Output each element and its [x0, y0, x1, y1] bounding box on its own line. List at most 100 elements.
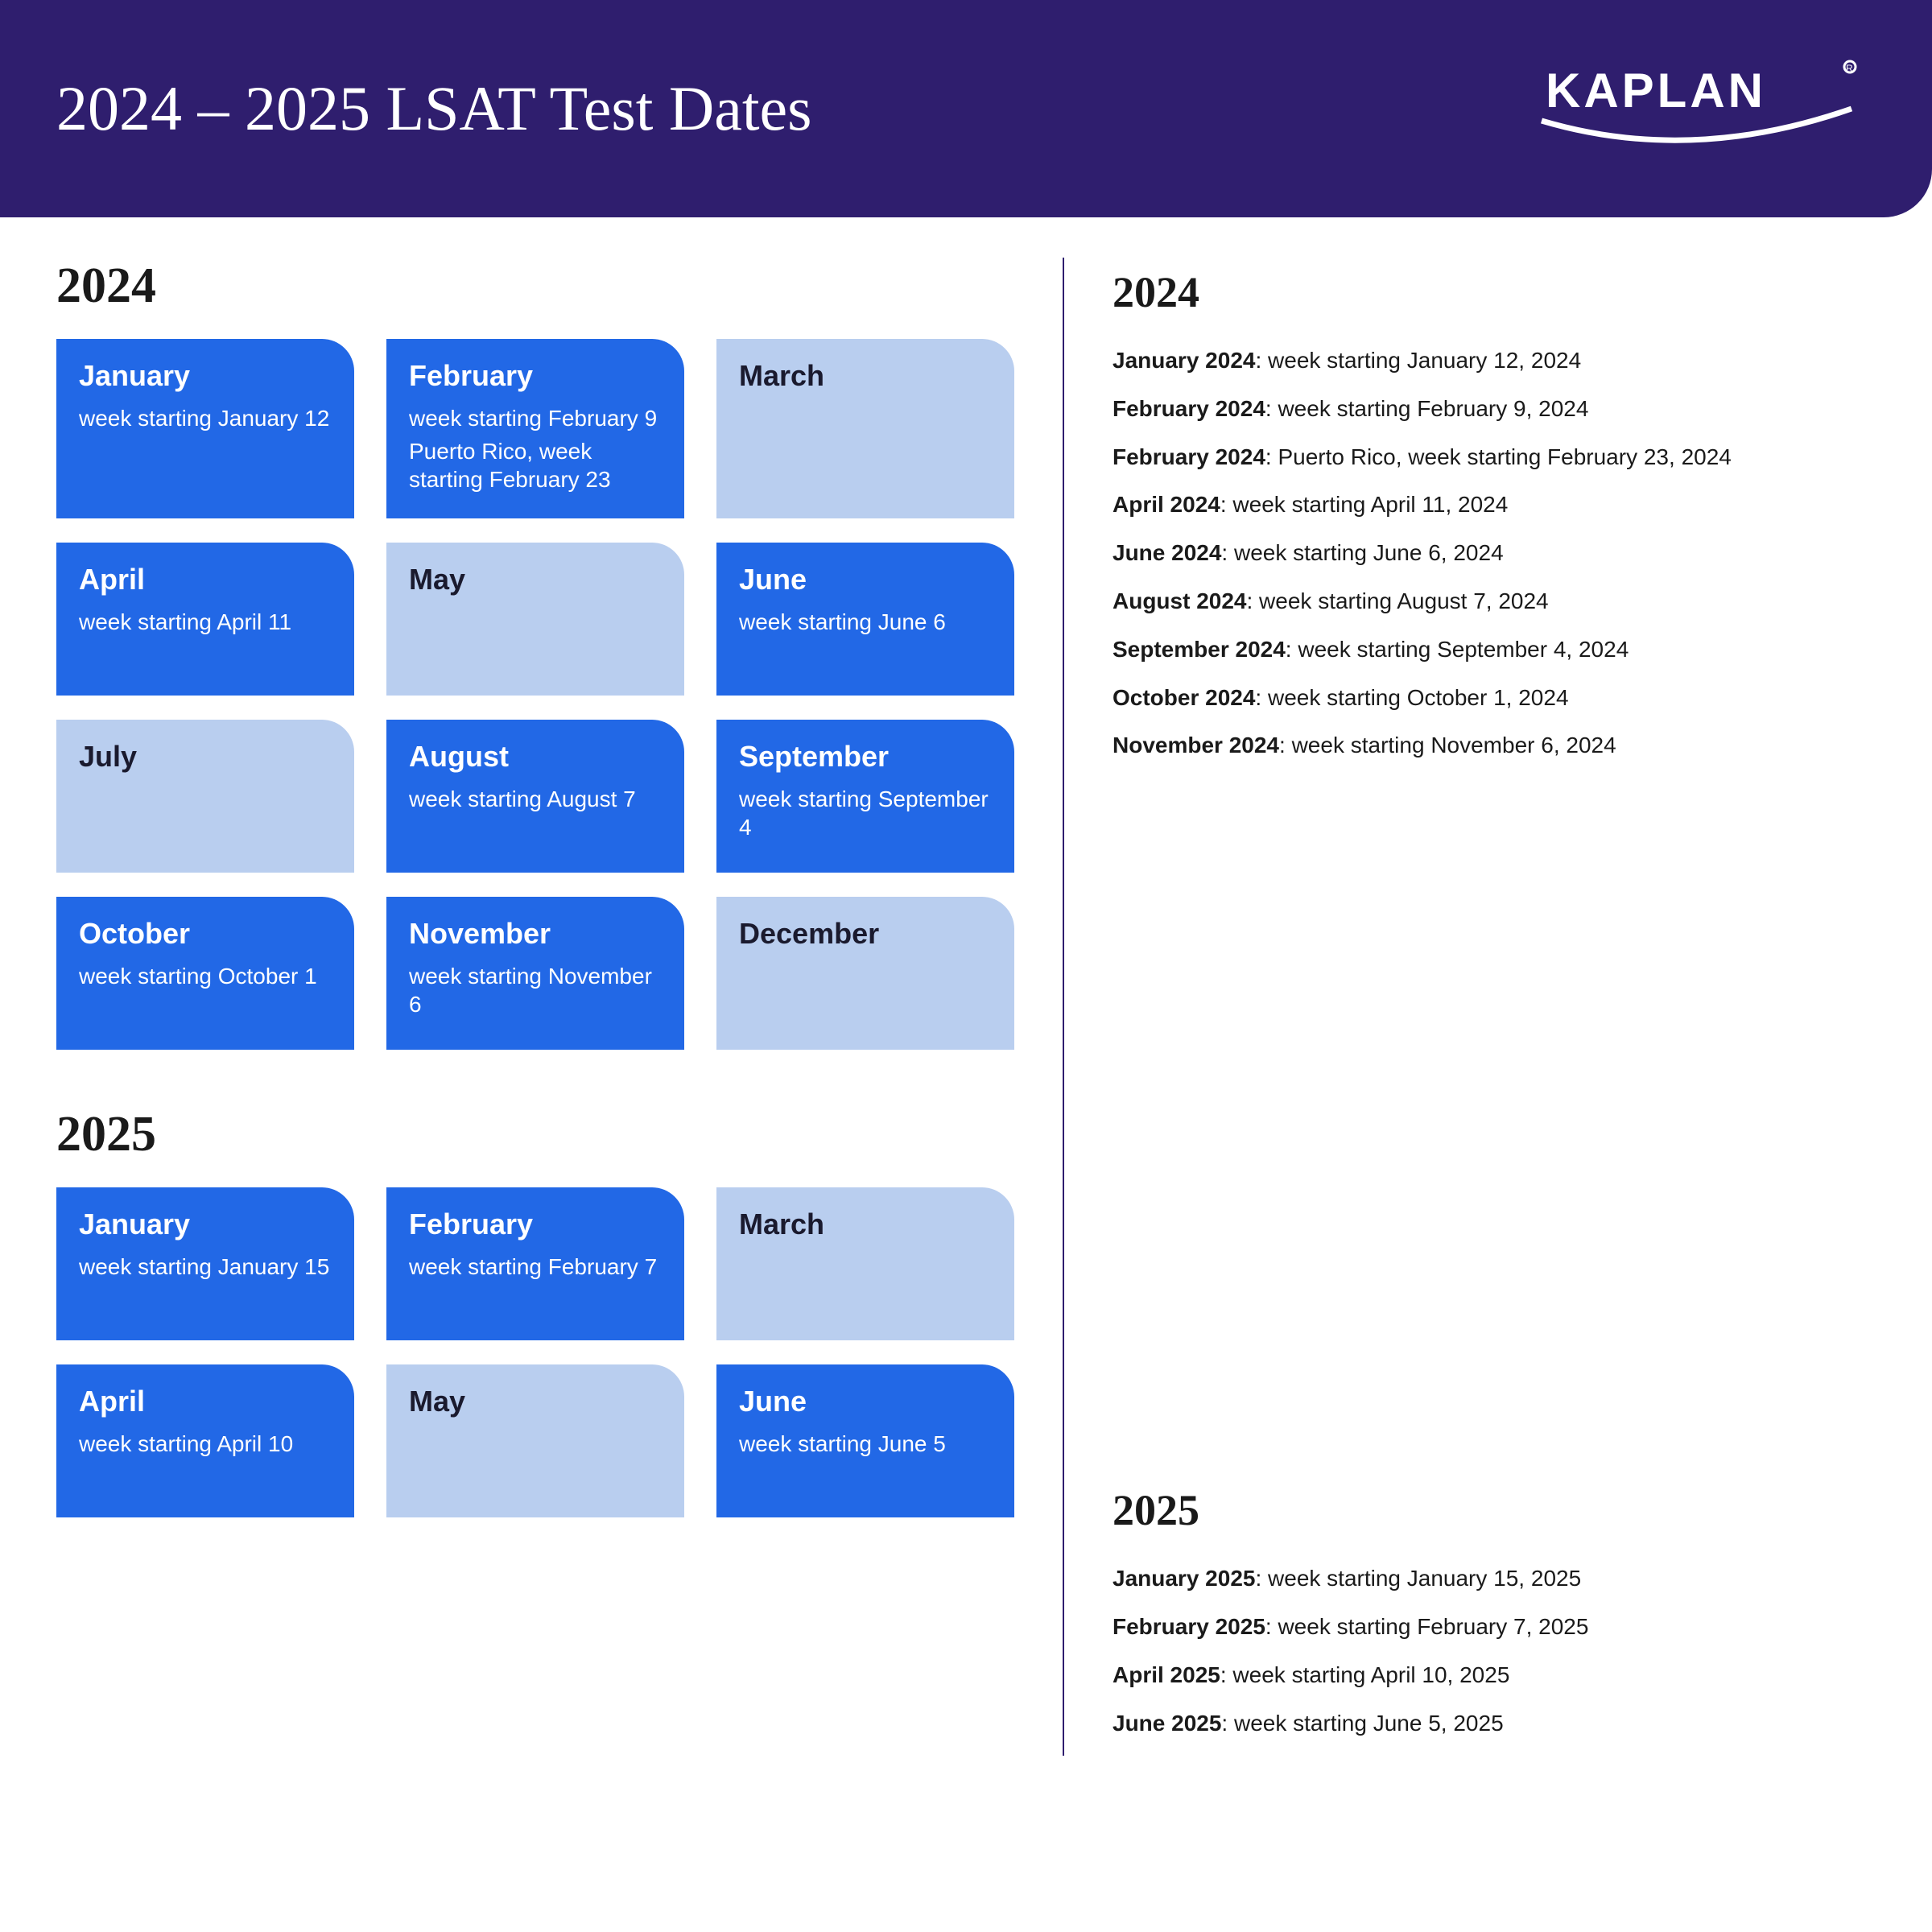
month-card: February week starting February 9 Puerto R… [386, 339, 684, 518]
list-heading-2025: 2025 [1113, 1485, 1876, 1535]
list-item-lead: August 2024 [1113, 588, 1247, 613]
month-label: May [409, 1385, 662, 1418]
month-label: April [79, 1385, 332, 1418]
month-card: June week starting June 5 [716, 1364, 1014, 1517]
month-detail: week starting October 1 [79, 962, 332, 990]
month-label: January [79, 359, 332, 393]
list-item-rest: : week starting September 4, 2024 [1286, 637, 1629, 662]
month-label: June [739, 563, 992, 597]
list-item-lead: September 2024 [1113, 637, 1286, 662]
month-label: March [739, 359, 992, 393]
month-card: August week starting August 7 [386, 720, 684, 873]
month-card: January week starting January 12 [56, 339, 354, 518]
month-label: May [409, 563, 662, 597]
date-list-2025: January 2025: week starting January 15, … [1113, 1563, 1876, 1738]
month-label: January [79, 1208, 332, 1241]
month-detail: week starting April 11 [79, 608, 332, 636]
list-item: February 2024: week starting February 9,… [1113, 394, 1876, 424]
month-card: May [386, 1364, 684, 1517]
month-card: Octoberweek starting October 1 [56, 897, 354, 1050]
list-item-lead: October 2024 [1113, 685, 1255, 710]
month-label: July [79, 740, 332, 774]
list-item-lead: June 2025 [1113, 1711, 1221, 1736]
list-item-lead: February 2024 [1113, 444, 1265, 469]
month-label: September [739, 740, 992, 774]
list-column: 2024 January 2024: week starting January… [1063, 258, 1876, 1756]
month-label: February [409, 359, 662, 393]
calendar-column: 2024 January week starting January 12 Febr… [56, 258, 1063, 1756]
month-detail: week starting June 6 [739, 608, 992, 636]
list-item: August 2024: week starting August 7, 202… [1113, 586, 1876, 617]
month-card: May [386, 543, 684, 696]
month-detail: Puerto Rico, week starting February 23 [409, 437, 662, 493]
list-item-rest: : week starting February 7, 2025 [1265, 1614, 1589, 1639]
month-label: April [79, 563, 332, 597]
list-item-rest: : week starting February 9, 2024 [1265, 396, 1589, 421]
month-card: March [716, 339, 1014, 518]
list-section-2025: 2025 January 2025: week starting January… [1113, 1485, 1876, 1738]
month-card: January week starting January 15 [56, 1187, 354, 1340]
year-heading-2024: 2024 [56, 258, 1030, 315]
kaplan-logo-icon: KAPLAN R [1530, 52, 1868, 165]
month-detail: week starting June 5 [739, 1430, 992, 1458]
list-item: April 2024: week starting April 11, 2024 [1113, 489, 1876, 520]
month-detail: week starting September 4 [739, 785, 992, 841]
list-item: October 2024: week starting October 1, 2… [1113, 683, 1876, 713]
content-area: 2024 January week starting January 12 Febr… [0, 217, 1932, 1756]
month-label: November [409, 917, 662, 951]
date-list-2024: January 2024: week starting January 12, … [1113, 345, 1876, 761]
list-item: June 2025: week starting June 5, 2025 [1113, 1708, 1876, 1739]
month-card: September week starting September 4 [716, 720, 1014, 873]
list-item-rest: : week starting January 12, 2024 [1255, 348, 1581, 373]
month-card: July [56, 720, 354, 873]
month-detail: week starting February 7 [409, 1253, 662, 1281]
month-card: December [716, 897, 1014, 1050]
month-card: February week starting February 7 [386, 1187, 684, 1340]
list-item: June 2024: week starting June 6, 2024 [1113, 538, 1876, 568]
year-heading-2025: 2025 [56, 1106, 1030, 1163]
month-card: November week starting November 6 [386, 897, 684, 1050]
list-heading-2024: 2024 [1113, 267, 1876, 317]
list-item-rest: : week starting October 1, 2024 [1255, 685, 1568, 710]
month-card: March [716, 1187, 1014, 1340]
brand-logo: KAPLAN R [1530, 52, 1868, 165]
month-grid-2024: January week starting January 12 February w… [56, 339, 1030, 1050]
month-detail: week starting April 10 [79, 1430, 332, 1458]
list-item: September 2024: week starting September … [1113, 634, 1876, 665]
list-item-rest: : week starting June 6, 2024 [1221, 540, 1503, 565]
list-item-rest: : week starting June 5, 2025 [1221, 1711, 1503, 1736]
month-grid-2025: January week starting January 15 February w… [56, 1187, 1030, 1517]
month-card: April week starting April 11 [56, 543, 354, 696]
list-item-rest: : week starting August 7, 2024 [1247, 588, 1549, 613]
list-item: April 2025: week starting April 10, 2025 [1113, 1660, 1876, 1690]
list-item-rest: : Puerto Rico, week starting February 23… [1265, 444, 1732, 469]
month-detail: week starting February 9 [409, 404, 662, 432]
page-title: 2024 – 2025 LSAT Test Dates [56, 72, 811, 145]
month-detail: week starting January 15 [79, 1253, 332, 1281]
month-detail: week starting August 7 [409, 785, 662, 813]
list-item-lead: April 2024 [1113, 492, 1220, 517]
month-detail: week starting January 12 [79, 404, 332, 432]
list-item-lead: February 2024 [1113, 396, 1265, 421]
month-label: December [739, 917, 992, 951]
month-label: August [409, 740, 662, 774]
month-label: June [739, 1385, 992, 1418]
list-item: November 2024: week starting November 6,… [1113, 730, 1876, 761]
list-item-lead: February 2025 [1113, 1614, 1265, 1639]
list-item-rest: : week starting April 10, 2025 [1220, 1662, 1510, 1687]
list-item-lead: June 2024 [1113, 540, 1221, 565]
list-item: February 2025: week starting February 7,… [1113, 1612, 1876, 1642]
month-detail: week starting November 6 [409, 962, 662, 1018]
list-item-lead: January 2024 [1113, 348, 1255, 373]
list-item: February 2024: Puerto Rico, week startin… [1113, 442, 1876, 473]
list-item-rest: : week starting November 6, 2024 [1279, 733, 1616, 758]
list-item-lead: November 2024 [1113, 733, 1279, 758]
list-item-rest: : week starting January 15, 2025 [1255, 1566, 1581, 1591]
month-label: February [409, 1208, 662, 1241]
svg-text:KAPLAN: KAPLAN [1546, 64, 1766, 118]
month-card: April week starting April 10 [56, 1364, 354, 1517]
month-label: March [739, 1208, 992, 1241]
list-item: January 2025: week starting January 15, … [1113, 1563, 1876, 1594]
list-section-2024: 2024 January 2024: week starting January… [1113, 267, 1876, 761]
header-banner: 2024 – 2025 LSAT Test Dates KAPLAN R [0, 0, 1932, 217]
